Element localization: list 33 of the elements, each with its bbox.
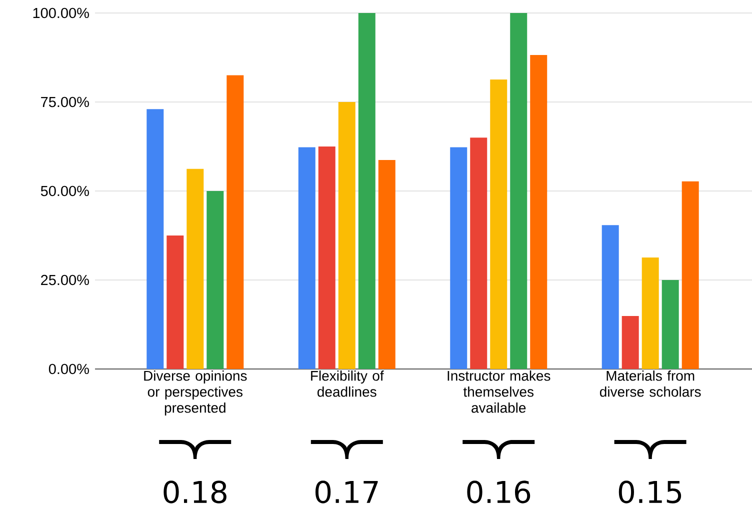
x-tick-label: Diverse opinions or perspectives presented (144, 370, 247, 416)
text: 0.17 (315, 480, 378, 504)
x-tick-label: Materials from diverse scholars (600, 370, 701, 397)
y-tick-label: 50.00% (40, 186, 89, 196)
y-tick-label: 100.00% (33, 8, 89, 18)
bar (166, 235, 184, 369)
x-tick-label: Flexibility of deadlines (311, 370, 384, 397)
bar (298, 147, 316, 369)
bar (186, 168, 204, 369)
bar (358, 12, 376, 369)
bar (470, 138, 488, 369)
bar (206, 190, 224, 369)
x-tick-label: Instructor makes themselves available (448, 370, 550, 413)
bar (450, 147, 468, 369)
bar (682, 181, 699, 369)
bar (318, 146, 336, 369)
bar (622, 316, 639, 369)
bar (642, 258, 659, 369)
bar (490, 80, 508, 369)
y-tick-label: 25.00% (41, 274, 89, 286)
text: 0.18 (164, 480, 226, 504)
y-tick-label: 0.00% (48, 364, 89, 374)
bar (530, 54, 548, 369)
bar (378, 160, 396, 369)
bar (226, 75, 244, 369)
y-tick-label: 75.00% (41, 96, 89, 108)
bar (146, 109, 164, 369)
bar (338, 102, 356, 369)
text: 0.15 (618, 480, 682, 504)
bar (510, 12, 528, 369)
bar (662, 280, 679, 369)
text: 0.16 (467, 480, 530, 504)
bar (602, 225, 619, 369)
